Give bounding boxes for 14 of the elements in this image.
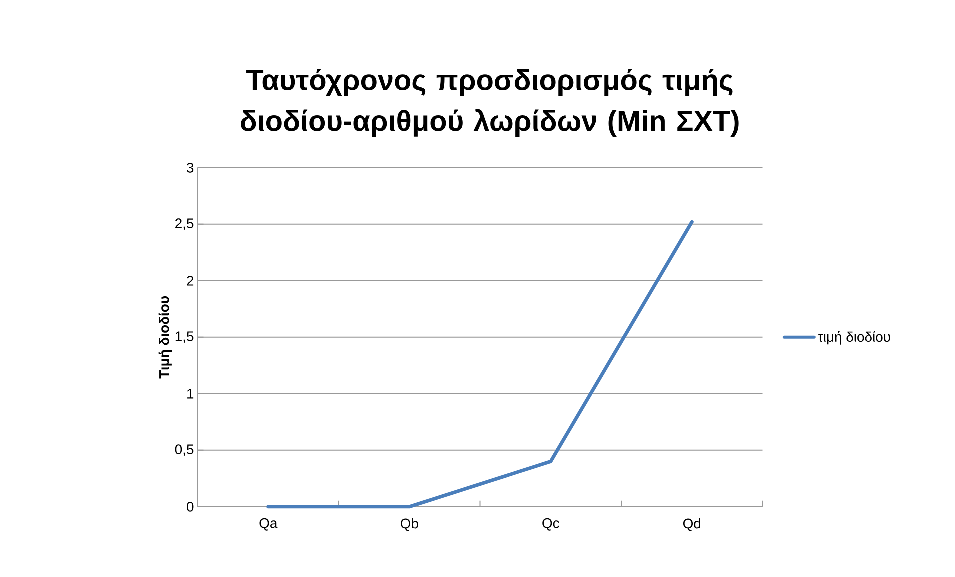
y-tick-label: 0,5 [175, 444, 194, 456]
x-tick-label: Qc [542, 518, 560, 531]
y-axis-title: Τιμή διοδίου [158, 296, 172, 379]
chart-title: Ταυτόχρονος προσδιορισμός τιμής διοδίου-αριθμού λωρίδων (Min ΣΧΤ) [241, 68, 739, 138]
x-tick-label: Qd [683, 518, 701, 532]
y-tick-label: 2,5 [176, 218, 194, 230]
x-tick-label: Qb [400, 518, 418, 532]
y-tick-label: 1 [188, 389, 194, 399]
y-tick-label: 0 [187, 502, 194, 512]
y-tick-label: 3 [187, 162, 194, 173]
y-tick-label: 1,5 [176, 332, 194, 344]
legend-label: τιμή διοδίου [818, 331, 890, 345]
x-tick-label: Qa [260, 518, 278, 531]
y-tick-label: 2 [187, 276, 194, 286]
